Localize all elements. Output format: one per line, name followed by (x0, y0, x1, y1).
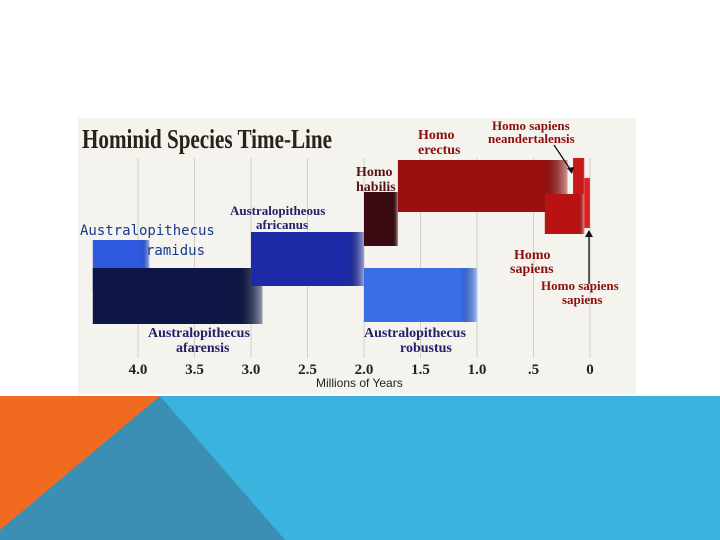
afarensis-label-1: Australopithecus (148, 326, 250, 341)
x-axis-label: Millions of Years (316, 376, 403, 390)
robustus-label-2: robustus (400, 341, 452, 356)
erectus-label-2: erectus (418, 143, 461, 158)
sapiens-label-1: Homo (514, 248, 551, 263)
x-tick-label: 4.0 (129, 362, 148, 378)
robustus-label-1: Australopithecus (364, 326, 466, 341)
arrow-sapiens-sapiens (585, 230, 593, 284)
hominid-timeline-chart: Hominid Species Time-Line Australopithec… (78, 118, 636, 394)
footer-orange-triangle (0, 396, 160, 530)
bar-fade (364, 192, 398, 246)
habilis-label-2: habilis (356, 180, 396, 195)
x-tick-labels: 4.0 3.5 3.0 2.5 2.0 1.5 1.0 .5 0 (129, 362, 594, 378)
sapiens-sapiens-label-2: sapiens (562, 292, 602, 307)
africanus-label-2: africanus (256, 217, 308, 232)
bar-fade (544, 194, 585, 234)
x-tick-label: 1.5 (411, 362, 430, 378)
x-tick-label: 2.5 (298, 362, 317, 378)
sapiens-sapiens-label-1: Homo sapiens (541, 278, 619, 293)
x-tick-label: 2.0 (355, 362, 374, 378)
x-tick-label: 3.0 (242, 362, 261, 378)
bar-fade (364, 268, 477, 322)
sapiens-label-2: sapiens (510, 262, 554, 277)
ramidus-label-1: Australopithecus (80, 223, 215, 239)
x-tick-label: .5 (528, 362, 539, 378)
neandertalensis-label-2: neandertalensis (488, 131, 575, 146)
neandertalensis-label-1: Homo sapiens (492, 118, 570, 133)
afarensis-label-2: afarensis (176, 341, 230, 356)
bar-fade (92, 268, 263, 324)
bar-fade (573, 158, 585, 194)
x-tick-label: 3.5 (185, 362, 204, 378)
bars-group (92, 158, 590, 324)
africanus-label-1: Australopitheous (230, 203, 325, 218)
habilis-label-1: Homo (356, 165, 393, 180)
bar-fade (251, 232, 364, 286)
ramidus-label-2: ramidus (146, 243, 205, 259)
erectus-label-1: Homo (418, 128, 455, 143)
bar-fade (397, 160, 568, 212)
x-tick-label: 1.0 (468, 362, 487, 378)
arrow-neandertalensis (553, 144, 574, 174)
chart-title: Hominid Species Time-Line (82, 124, 332, 154)
x-tick-label: 0 (586, 362, 594, 378)
bar-fade (584, 178, 590, 228)
